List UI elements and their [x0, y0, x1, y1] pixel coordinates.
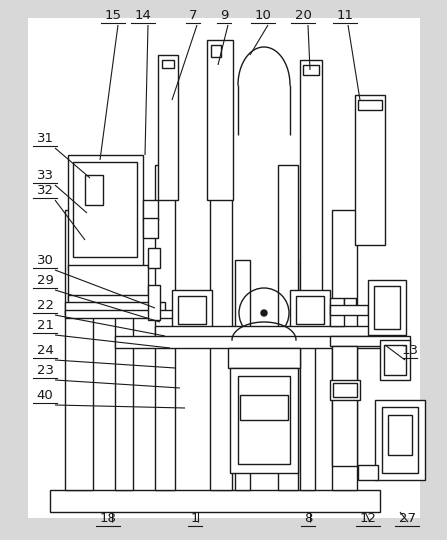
Bar [207, 40, 233, 200]
Bar [300, 60, 322, 300]
Text: 21: 21 [37, 319, 54, 332]
Bar [68, 155, 143, 270]
Bar [296, 296, 324, 324]
Bar [368, 280, 406, 335]
Bar [240, 395, 288, 420]
Text: 10: 10 [254, 9, 271, 22]
Bar [230, 368, 298, 473]
Bar [148, 285, 160, 320]
Bar [65, 302, 165, 314]
Bar [73, 162, 137, 257]
Text: 31: 31 [37, 132, 54, 145]
Text: 20: 20 [295, 9, 312, 22]
Text: 30: 30 [37, 254, 54, 267]
Bar [155, 326, 375, 340]
Bar [178, 296, 206, 324]
Bar [115, 210, 133, 490]
Text: 9: 9 [220, 9, 228, 22]
Circle shape [261, 310, 267, 316]
Bar [28, 18, 420, 518]
Bar [85, 175, 103, 205]
Bar [382, 407, 418, 473]
Text: 24: 24 [37, 344, 54, 357]
Bar [375, 400, 425, 480]
Text: 23: 23 [37, 364, 54, 377]
Bar [162, 60, 174, 68]
Bar [330, 380, 360, 400]
Text: 33: 33 [37, 169, 54, 182]
Bar [384, 345, 406, 375]
Text: 7: 7 [189, 9, 197, 22]
Bar [68, 295, 158, 313]
Text: 14: 14 [135, 9, 152, 22]
Bar [358, 465, 378, 480]
Text: 32: 32 [37, 184, 54, 197]
Text: 18: 18 [100, 512, 116, 525]
Bar [155, 165, 175, 490]
Bar [172, 290, 212, 330]
Bar [358, 100, 382, 110]
Bar [148, 248, 160, 268]
Text: 40: 40 [37, 389, 53, 402]
Text: 29: 29 [37, 274, 54, 287]
Text: 11: 11 [337, 9, 354, 22]
Bar [330, 312, 344, 326]
Bar [143, 218, 158, 238]
Bar [210, 100, 232, 490]
Bar [355, 95, 385, 245]
Bar [332, 346, 357, 466]
Bar [388, 415, 412, 455]
Bar [158, 55, 178, 200]
Bar [290, 290, 330, 330]
Text: 15: 15 [105, 9, 122, 22]
Bar [228, 348, 300, 368]
Bar [235, 260, 250, 490]
Bar [330, 305, 368, 315]
Bar [211, 45, 221, 57]
Bar [143, 200, 158, 220]
Bar [333, 383, 357, 397]
Bar [300, 260, 315, 490]
Bar [303, 65, 319, 75]
Bar [68, 265, 148, 300]
Text: 8: 8 [304, 512, 312, 525]
Bar [374, 286, 400, 329]
Text: 12: 12 [359, 512, 376, 525]
Bar [65, 210, 93, 490]
Bar [238, 376, 290, 464]
Text: 22: 22 [37, 299, 54, 312]
Bar [278, 165, 298, 490]
Bar [344, 298, 356, 312]
Bar [65, 310, 175, 318]
Bar [330, 336, 410, 346]
Bar [50, 490, 380, 512]
Text: 1: 1 [191, 512, 199, 525]
Bar [380, 340, 410, 380]
Bar [115, 336, 387, 348]
Text: 27: 27 [398, 512, 416, 525]
Text: 13: 13 [401, 344, 418, 357]
Bar [332, 210, 357, 490]
Bar [330, 298, 344, 312]
